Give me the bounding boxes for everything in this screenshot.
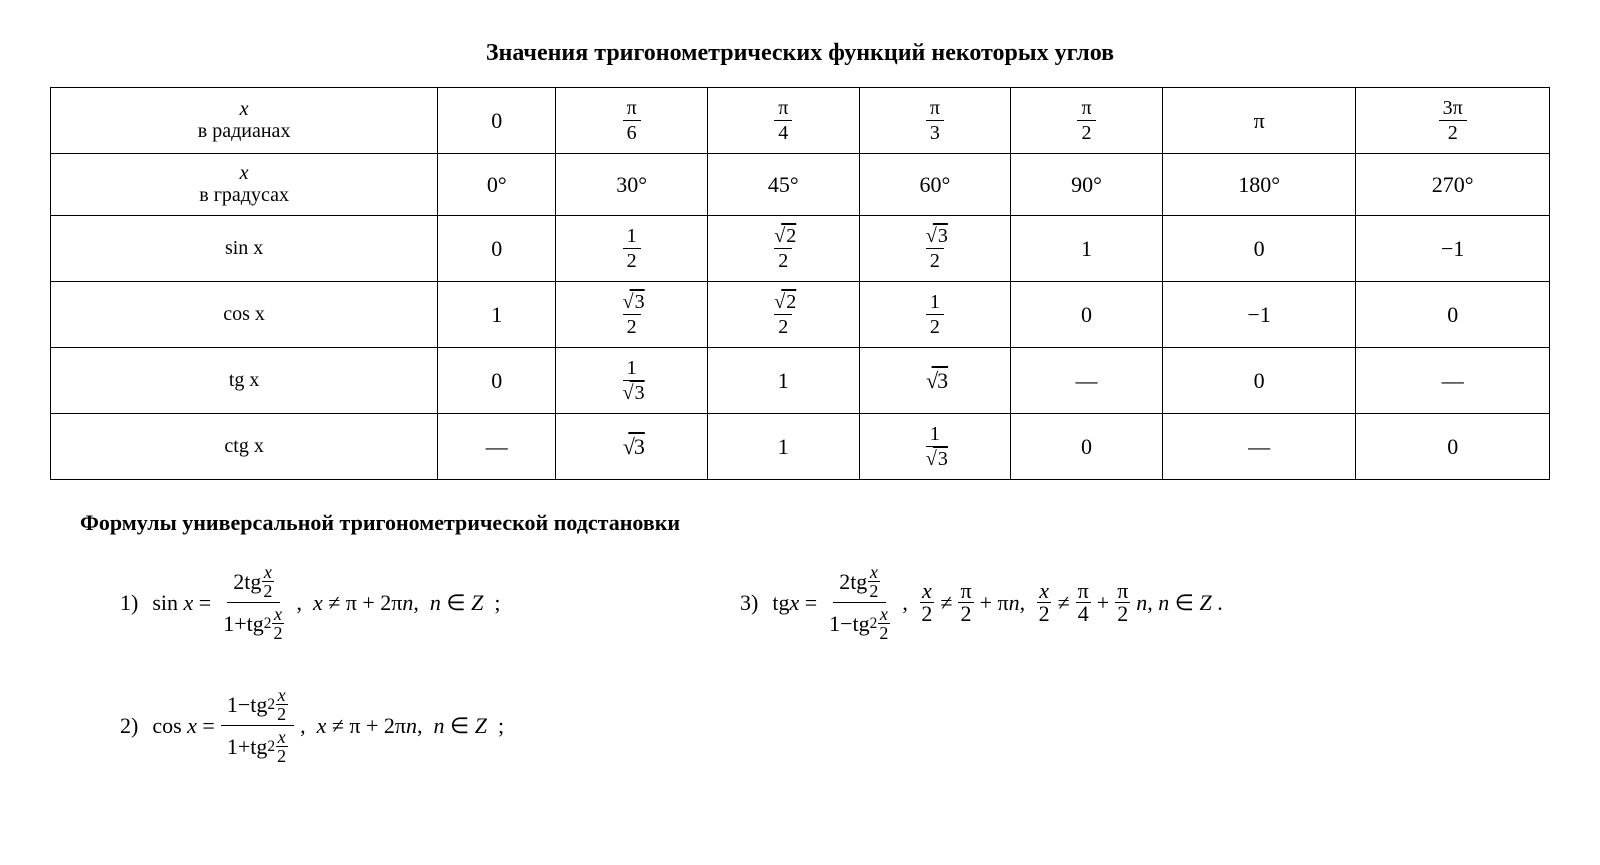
formula-2: 2) cos x = 1−tg2x2 1+tg2x2 , x ≠ π + 2πn…	[120, 684, 740, 767]
cell: —	[1356, 348, 1550, 414]
cell: 30°	[556, 154, 708, 216]
cell: 1 3√	[556, 348, 708, 414]
cell: 1 3√	[859, 414, 1011, 480]
cell: π	[1162, 88, 1356, 154]
cell: −1	[1162, 282, 1356, 348]
row-header-degrees: x в градусах	[51, 154, 438, 216]
label-degrees: в градусах	[199, 184, 289, 206]
cell: 12	[859, 282, 1011, 348]
cell: 1	[707, 348, 859, 414]
formula-1: 1) sin x = 2tgx2 1+tg2x2 , x ≠ π + 2πn, …	[120, 561, 740, 644]
row-sin: sin x 0 12 2√2 3√2 1 0 −1	[51, 216, 1550, 282]
label-radians: в радианах	[198, 120, 291, 142]
cell: —	[438, 414, 556, 480]
cell: —	[1011, 348, 1163, 414]
cell: −1	[1356, 216, 1550, 282]
page-title: Значения тригонометрических функций неко…	[50, 40, 1550, 67]
row-header-tg: tg x	[51, 348, 438, 414]
formula-label: 2)	[120, 713, 138, 739]
row-cos: cos x 1 3√2 2√2 12 0 −1 0	[51, 282, 1550, 348]
formula-label: 1)	[120, 590, 138, 616]
formula-label: 3)	[740, 590, 758, 616]
cell: 3√2	[859, 216, 1011, 282]
cell: 12	[556, 216, 708, 282]
trig-values-table: x в радианах 0 π6 π4 π3 π2 π 3π2 x в гра…	[50, 87, 1550, 480]
row-header-radians: x в радианах	[51, 88, 438, 154]
cell: 0	[1162, 216, 1356, 282]
cell: 45°	[707, 154, 859, 216]
subtitle: Формулы универсальной тригонометрической…	[80, 510, 1550, 536]
cell: 2√2	[707, 216, 859, 282]
cell: 0	[438, 216, 556, 282]
row-header-cos: cos x	[51, 282, 438, 348]
cell: —	[1162, 414, 1356, 480]
row-tg: tg x 0 1 3√ 1 3√ — 0 —	[51, 348, 1550, 414]
cell: 270°	[1356, 154, 1550, 216]
row-ctg: ctg x — 3√ 1 1 3√ 0 — 0	[51, 414, 1550, 480]
cell: 60°	[859, 154, 1011, 216]
cell: π2	[1011, 88, 1163, 154]
cell: 3√2	[556, 282, 708, 348]
var-x: x	[199, 162, 289, 184]
cell: 90°	[1011, 154, 1163, 216]
formula-3: 3) tgx = 2tgx2 1−tg2x2 , x2 ≠ π2 + πn, x…	[740, 561, 1550, 644]
cell: 0	[438, 348, 556, 414]
row-header-sin: sin x	[51, 216, 438, 282]
cell: 3π2	[1356, 88, 1550, 154]
row-degrees: x в градусах 0° 30° 45° 60° 90° 180° 270…	[51, 154, 1550, 216]
cell: 3√	[556, 414, 708, 480]
cell: π6	[556, 88, 708, 154]
formulas-section: 1) sin x = 2tgx2 1+tg2x2 , x ≠ π + 2πn, …	[50, 561, 1550, 767]
cell: 3√	[859, 348, 1011, 414]
var-x: x	[198, 98, 291, 120]
cell: 180°	[1162, 154, 1356, 216]
row-header-ctg: ctg x	[51, 414, 438, 480]
cell: 0°	[438, 154, 556, 216]
cell: 0	[1011, 414, 1163, 480]
row-radians: x в радианах 0 π6 π4 π3 π2 π 3π2	[51, 88, 1550, 154]
cell: 2√2	[707, 282, 859, 348]
cell: π3	[859, 88, 1011, 154]
cell: 0	[438, 88, 556, 154]
cell: 0	[1011, 282, 1163, 348]
cell: 1	[707, 414, 859, 480]
cell: 0	[1162, 348, 1356, 414]
cell: 1	[438, 282, 556, 348]
cell: 1	[1011, 216, 1163, 282]
cell: 0	[1356, 282, 1550, 348]
cell: π4	[707, 88, 859, 154]
cell: 0	[1356, 414, 1550, 480]
